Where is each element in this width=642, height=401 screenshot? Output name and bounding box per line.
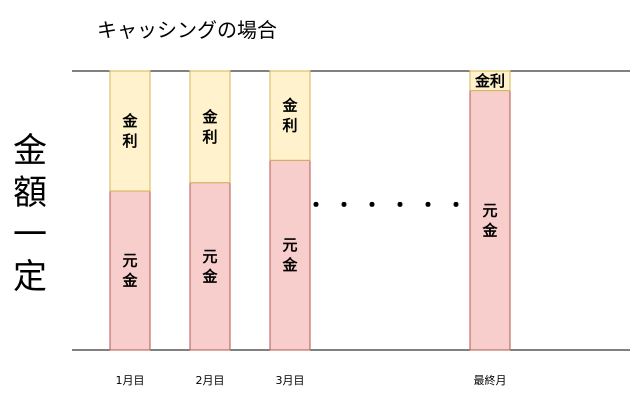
bar-segment-label: 元金 [201, 247, 218, 285]
y-axis-label-char: 金 [13, 131, 47, 171]
x-tick-label: 2月目 [196, 374, 225, 387]
bar-segment-label: 金利 [281, 97, 298, 135]
bar-segment-interest [109, 70, 151, 192]
bar-segment-label: 元金 [121, 251, 138, 289]
x-tick-label: 3月目 [276, 374, 305, 387]
bar-segment-principal [269, 159, 311, 351]
y-axis-label: 金額一定 [13, 131, 47, 297]
y-axis-label-char: 一 [13, 215, 47, 255]
bar-segment-principal [189, 182, 231, 351]
x-tick-label: 最終月 [474, 373, 507, 387]
bar-segment-principal [469, 90, 511, 351]
bar-segment-label: 金利 [121, 112, 138, 150]
chart-title: キャッシングの場合 [97, 18, 277, 42]
y-axis-label-char: 定 [13, 257, 47, 297]
bar-segment-label: 元金 [281, 236, 298, 274]
gap-marker: ・・・・・・ [306, 193, 474, 217]
bar-segment-principal [109, 190, 151, 351]
bar-segment-label: 金利 [201, 108, 218, 146]
bar-segment-label: 金利 [474, 72, 505, 90]
bar-segment-label: 元金 [481, 201, 498, 239]
bar-segment-interest [189, 70, 231, 184]
bar-segment-interest [269, 70, 311, 161]
y-axis-label-char: 額 [13, 173, 47, 213]
bar-segment-interest [469, 70, 511, 92]
x-tick-label: 1月目 [116, 374, 145, 387]
